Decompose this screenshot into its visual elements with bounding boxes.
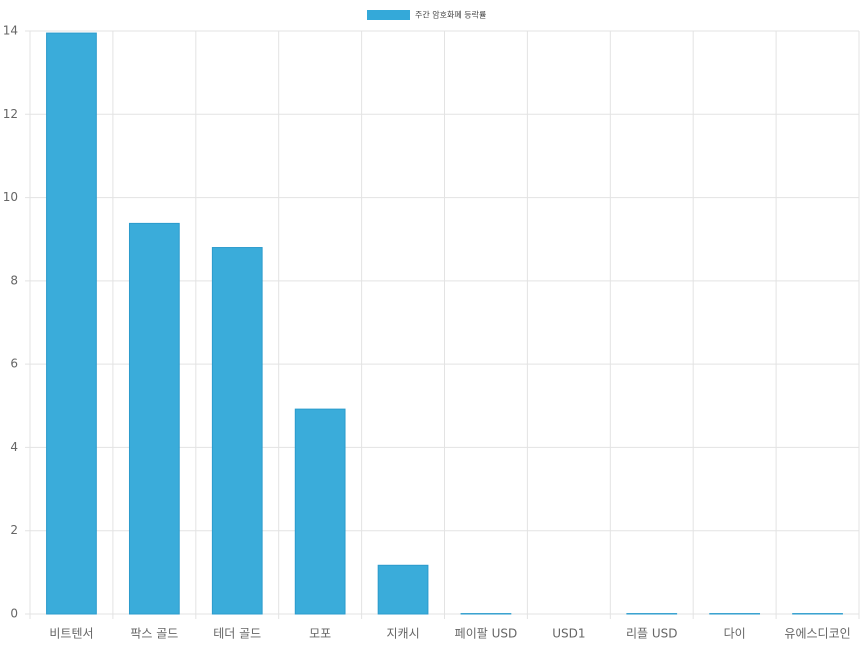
- x-tick-label: 페이팔 USD: [455, 627, 518, 641]
- bar: [294, 408, 346, 615]
- y-tick-label: 8: [10, 273, 18, 287]
- x-tick-label: 유에스디코인: [784, 627, 850, 641]
- y-tick-label: 4: [10, 440, 18, 454]
- x-tick-label: 테더 골드: [213, 627, 261, 641]
- y-tick-label: 12: [3, 107, 18, 121]
- x-tick-label: 모포: [309, 627, 331, 641]
- y-tick-label: 14: [3, 24, 18, 38]
- legend-label: 주간 암호화폐 등락률: [415, 10, 486, 20]
- y-tick-label: 10: [3, 190, 18, 204]
- x-tick-label: USD1: [552, 627, 585, 641]
- y-tick-label: 0: [10, 607, 18, 621]
- x-tick-label: 비트텐서: [49, 627, 93, 641]
- bar: [211, 247, 263, 615]
- legend-swatch: [367, 10, 410, 20]
- x-tick-label: 지캐시: [386, 627, 419, 641]
- x-tick-label: 리플 USD: [626, 627, 678, 641]
- bar: [46, 32, 97, 615]
- bar: [128, 222, 180, 615]
- bar: [377, 564, 429, 615]
- x-tick-label: 팍스 골드: [130, 627, 178, 641]
- y-tick-label: 2: [10, 523, 18, 537]
- x-tick-label: 다이: [724, 627, 746, 641]
- y-tick-label: 6: [10, 357, 18, 371]
